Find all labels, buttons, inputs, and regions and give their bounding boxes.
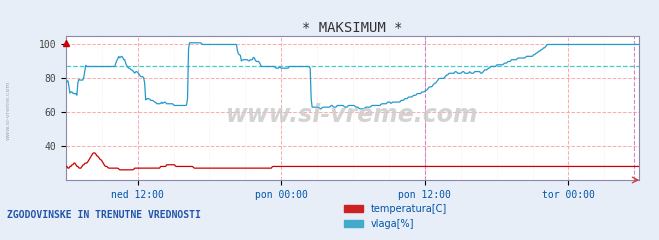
Title: * MAKSIMUM *: * MAKSIMUM * (302, 21, 403, 35)
Text: ZGODOVINSKE IN TRENUTNE VREDNOSTI: ZGODOVINSKE IN TRENUTNE VREDNOSTI (7, 210, 200, 220)
Text: www.si-vreme.com: www.si-vreme.com (6, 81, 11, 140)
Text: www.si-vreme.com: www.si-vreme.com (226, 103, 479, 127)
Legend: temperatura[C], vlaga[%]: temperatura[C], vlaga[%] (340, 200, 451, 233)
